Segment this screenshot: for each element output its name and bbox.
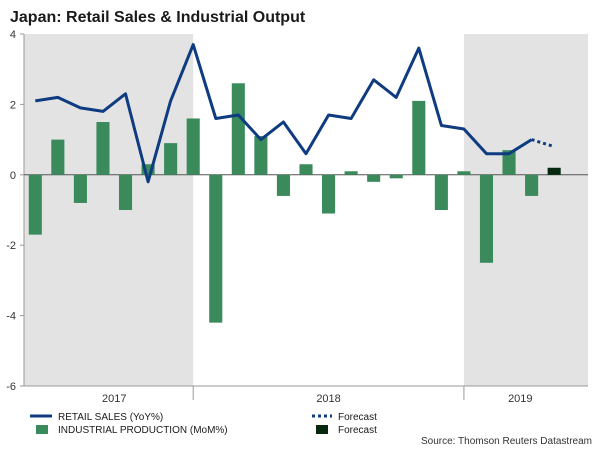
retail-sales-line xyxy=(35,43,533,184)
legend-label: Forecast xyxy=(338,425,377,436)
bar-series xyxy=(28,83,561,323)
legend-forecast-bar-swatch xyxy=(316,425,328,434)
y-tick-label: -4 xyxy=(6,311,16,323)
line-series xyxy=(35,43,555,184)
legend-label: RETAIL SALES (YoY%) xyxy=(58,412,163,423)
industrial-production-bar xyxy=(299,164,313,175)
y-tick-label: 0 xyxy=(10,170,16,182)
industrial-production-bar xyxy=(28,174,42,235)
industrial-production-bar xyxy=(344,171,358,175)
legend-label: INDUSTRIAL PRODUCTION (MoM%) xyxy=(58,425,228,436)
industrial-production-bar xyxy=(186,118,200,175)
industrial-production-bar xyxy=(322,174,336,214)
industrial-production-bar xyxy=(96,122,110,175)
industrial-production-bar xyxy=(118,174,133,210)
industrial-production-bar xyxy=(412,100,426,175)
y-tick-label: -2 xyxy=(6,240,16,252)
y-tick-label: -6 xyxy=(6,381,16,393)
x-year-label: 2018 xyxy=(316,393,340,405)
shading-layer xyxy=(24,34,588,386)
retail-sales-forecast-line xyxy=(531,138,555,149)
shaded-period-0 xyxy=(24,34,194,386)
industrial-production-bar xyxy=(141,164,155,175)
industrial-production-bar xyxy=(231,83,245,175)
industrial-production-bar xyxy=(434,174,448,210)
legend: RETAIL SALES (YoY%) Forecast INDUSTRIAL PR… xyxy=(30,412,377,436)
industrial-production-bar xyxy=(502,150,516,175)
chart-title: Japan: Retail Sales & Industrial Output xyxy=(10,9,306,26)
industrial-production-bar xyxy=(51,139,65,175)
industrial-production-bar xyxy=(367,174,381,182)
industrial-production-bar xyxy=(389,174,403,179)
industrial-production-bar xyxy=(525,174,539,196)
x-axis: 2017 2018 2019 xyxy=(24,385,588,405)
industrial-production-bar xyxy=(276,174,290,196)
industrial-production-bar xyxy=(254,136,268,175)
legend-label: Forecast xyxy=(338,412,377,423)
x-year-label: 2017 xyxy=(102,393,126,405)
industrial-production-bar xyxy=(209,174,223,323)
industrial-production-forecast-bar xyxy=(547,167,561,175)
y-axis: -6 -4 -2 0 2 4 xyxy=(6,29,25,393)
industrial-production-bar xyxy=(164,143,178,175)
x-year-label: 2019 xyxy=(508,393,532,405)
industrial-production-bar xyxy=(457,171,471,175)
legend-industrial-production-swatch xyxy=(36,425,48,434)
industrial-production-bar xyxy=(73,174,87,203)
source-note: Source: Thomson Reuters Datastream xyxy=(421,436,592,447)
y-tick-label: 2 xyxy=(10,99,16,111)
y-tick-label: 4 xyxy=(10,29,16,41)
industrial-production-bar xyxy=(479,174,494,263)
